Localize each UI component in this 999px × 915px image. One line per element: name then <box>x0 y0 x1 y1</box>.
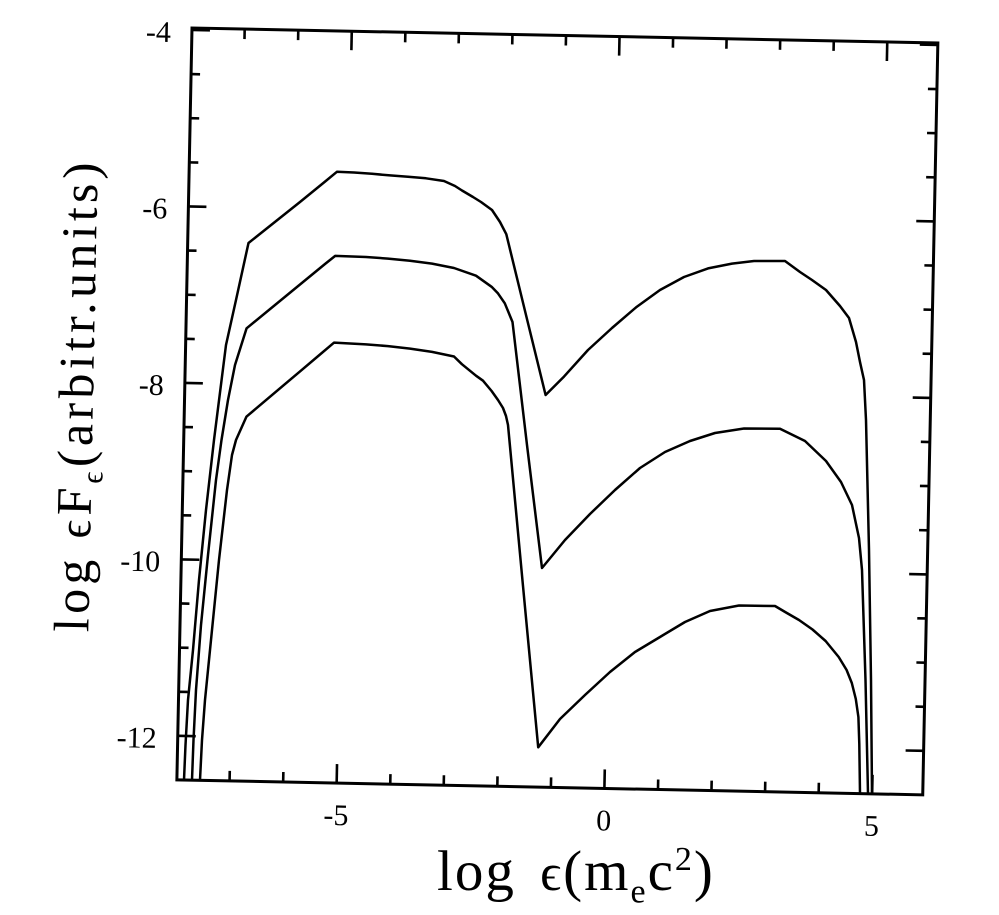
svg-text:-6: -6 <box>142 192 168 225</box>
svg-text:-10: -10 <box>120 545 161 579</box>
svg-text:5: 5 <box>864 810 880 843</box>
svg-text:-12: -12 <box>116 721 157 755</box>
svg-text:-4: -4 <box>146 16 172 49</box>
svg-text:0: 0 <box>596 804 612 837</box>
svg-text:-5: -5 <box>323 799 349 832</box>
svg-text:-8: -8 <box>138 369 164 402</box>
